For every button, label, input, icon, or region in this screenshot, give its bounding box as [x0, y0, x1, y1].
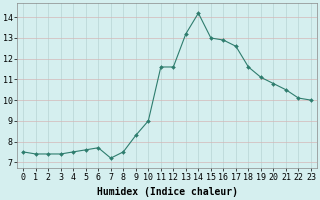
X-axis label: Humidex (Indice chaleur): Humidex (Indice chaleur)	[97, 187, 237, 197]
